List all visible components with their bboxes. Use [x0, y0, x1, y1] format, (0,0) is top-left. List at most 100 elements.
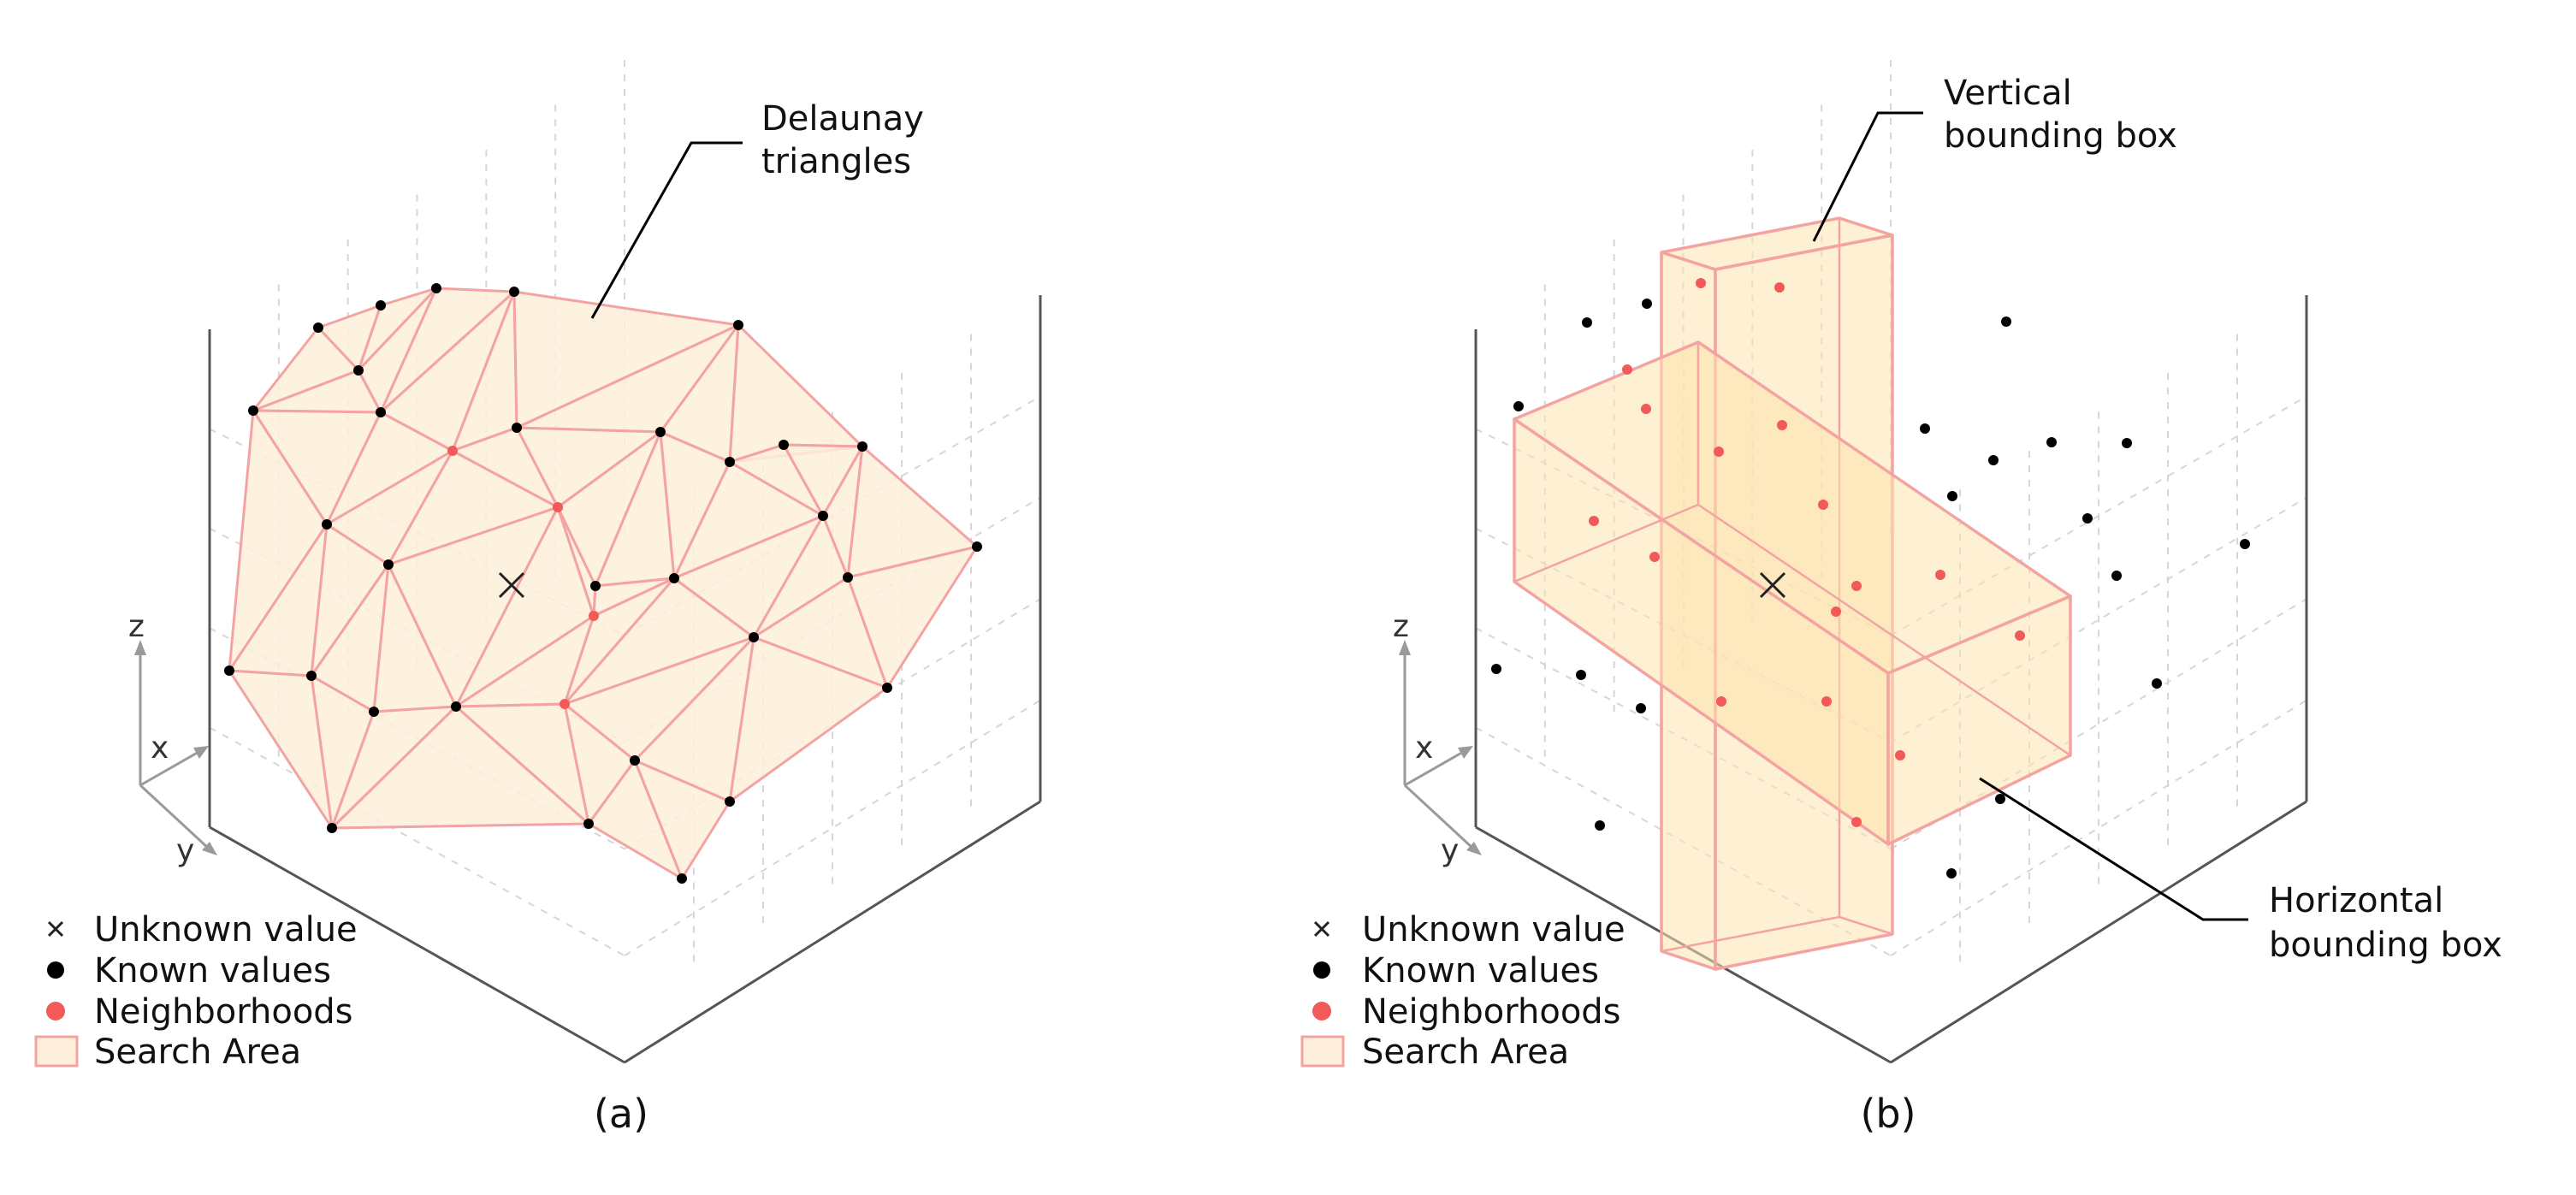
known-point: [376, 407, 386, 417]
neighbor-point: [1818, 500, 1828, 510]
known-point: [655, 427, 666, 437]
box-floor-front-edge: [209, 825, 625, 1064]
neighbor-point: [1714, 447, 1724, 457]
peach-square-icon: [1300, 1035, 1345, 1068]
neighbor-point: [553, 502, 563, 512]
known-point: [1988, 455, 1999, 465]
neighbor-point: [1649, 552, 1660, 562]
neighbor-point: [2015, 630, 2025, 641]
known-point: [857, 441, 868, 452]
neighbor-point: [1895, 750, 1905, 760]
known-point: [248, 405, 258, 416]
known-point: [431, 283, 441, 293]
panel-b-y-label: y: [1441, 833, 1459, 868]
box-floor-right-edge: [624, 800, 1041, 1064]
black-dot-icon: [1313, 961, 1330, 979]
panel-b-annotation-top-leader: [1812, 111, 1923, 242]
peach-square-icon: [34, 1035, 79, 1068]
known-point: [843, 572, 853, 583]
known-point: [1642, 299, 1652, 309]
legend-neighbors-label: Neighborhoods: [1362, 992, 1621, 1032]
known-point: [2152, 678, 2162, 689]
x-cross-icon: [47, 920, 64, 938]
known-point: [972, 541, 982, 552]
known-point: [749, 632, 759, 642]
panel-a-box-frame: [208, 295, 1042, 1064]
known-point: [2122, 438, 2132, 448]
known-point: [224, 666, 234, 676]
delaunay-triangle: [587, 759, 684, 880]
neighbor-point: [1777, 420, 1787, 430]
panel-b-unknown-marker: [1759, 571, 1786, 599]
known-point: [725, 457, 735, 467]
known-point: [882, 683, 892, 693]
known-point: [2111, 571, 2122, 581]
neighbor-point: [589, 611, 599, 621]
known-point: [451, 701, 461, 712]
panel-b-z-label: z: [1393, 609, 1409, 644]
panel-b-annotation-top: Vertical bounding box: [1944, 74, 2177, 156]
panel-a-legend: Unknown value Known values Neighborhoods…: [34, 910, 358, 1072]
panel-a-annotation-leader: [590, 141, 743, 319]
neighbor-point: [1774, 282, 1785, 293]
panel-a-known-points: [224, 283, 982, 884]
known-point: [1947, 491, 1957, 501]
known-point: [353, 365, 364, 376]
legend-unknown-label: Unknown value: [1362, 910, 1626, 949]
panel-b: Vertical bounding box Horizontal boundin…: [1300, 60, 2502, 1137]
panel-a-annotation: Delaunay triangles: [761, 99, 935, 181]
known-point: [2082, 513, 2093, 524]
known-point: [509, 287, 519, 297]
known-point: [725, 796, 735, 807]
neighbor-point: [1935, 570, 1945, 580]
panel-b-annotation-bottom: Horizontal bounding box: [2269, 881, 2502, 965]
panel-a-unknown-marker: [498, 571, 525, 599]
panel-b-neighbor-points: [1589, 278, 2025, 827]
known-point: [1576, 670, 1586, 680]
known-point: [383, 559, 394, 570]
panel-a-z-label: z: [128, 609, 145, 644]
known-point: [327, 823, 337, 833]
known-point: [2001, 316, 2011, 327]
known-point: [322, 519, 332, 529]
known-point: [669, 573, 679, 583]
neighbor-point: [447, 446, 458, 456]
legend-known-label: Known values: [94, 951, 331, 991]
red-dot-icon: [46, 1002, 65, 1020]
known-point: [2240, 539, 2250, 549]
neighbor-point: [1851, 581, 1862, 591]
panel-b-x-label: x: [1415, 731, 1433, 766]
known-point: [1636, 703, 1646, 713]
delaunay-triangle: [228, 669, 334, 830]
neighbor-point: [1641, 404, 1651, 414]
known-point: [630, 755, 640, 766]
grid-line: [209, 726, 625, 957]
panel-a-y-label: y: [176, 833, 194, 868]
neighbor-point: [1831, 606, 1841, 617]
known-point: [1513, 401, 1524, 411]
known-point: [313, 322, 323, 333]
known-point: [1946, 868, 1957, 879]
neighbor-point: [1716, 696, 1726, 707]
neighbor-point: [560, 699, 570, 709]
panel-a-axis-triad: z x y: [128, 609, 217, 868]
known-point: [1582, 317, 1592, 328]
panel-b-axis-triad: z x y: [1393, 609, 1482, 868]
panel-a: Delaunay triangles z x y Unknown value K…: [34, 60, 1042, 1137]
black-dot-icon: [47, 961, 64, 979]
known-point: [306, 671, 317, 681]
neighbor-point: [1622, 364, 1632, 375]
known-point: [590, 581, 601, 591]
legend-search-label: Search Area: [1362, 1032, 1569, 1072]
known-point: [818, 511, 828, 521]
known-point: [2046, 437, 2057, 447]
panel-b-caption: (b): [1860, 1091, 1916, 1137]
known-point: [733, 320, 743, 330]
legend-neighbors-label: Neighborhoods: [94, 992, 353, 1032]
x-cross-icon: [1313, 920, 1330, 938]
known-point: [376, 300, 386, 311]
box-floor-right-edge: [1890, 800, 2307, 1064]
panel-b-legend: Unknown value Known values Neighborhoods…: [1300, 910, 1626, 1072]
panel-b-annotation-bottom-leader: [1979, 777, 2248, 921]
legend-known-label: Known values: [1362, 951, 1599, 991]
